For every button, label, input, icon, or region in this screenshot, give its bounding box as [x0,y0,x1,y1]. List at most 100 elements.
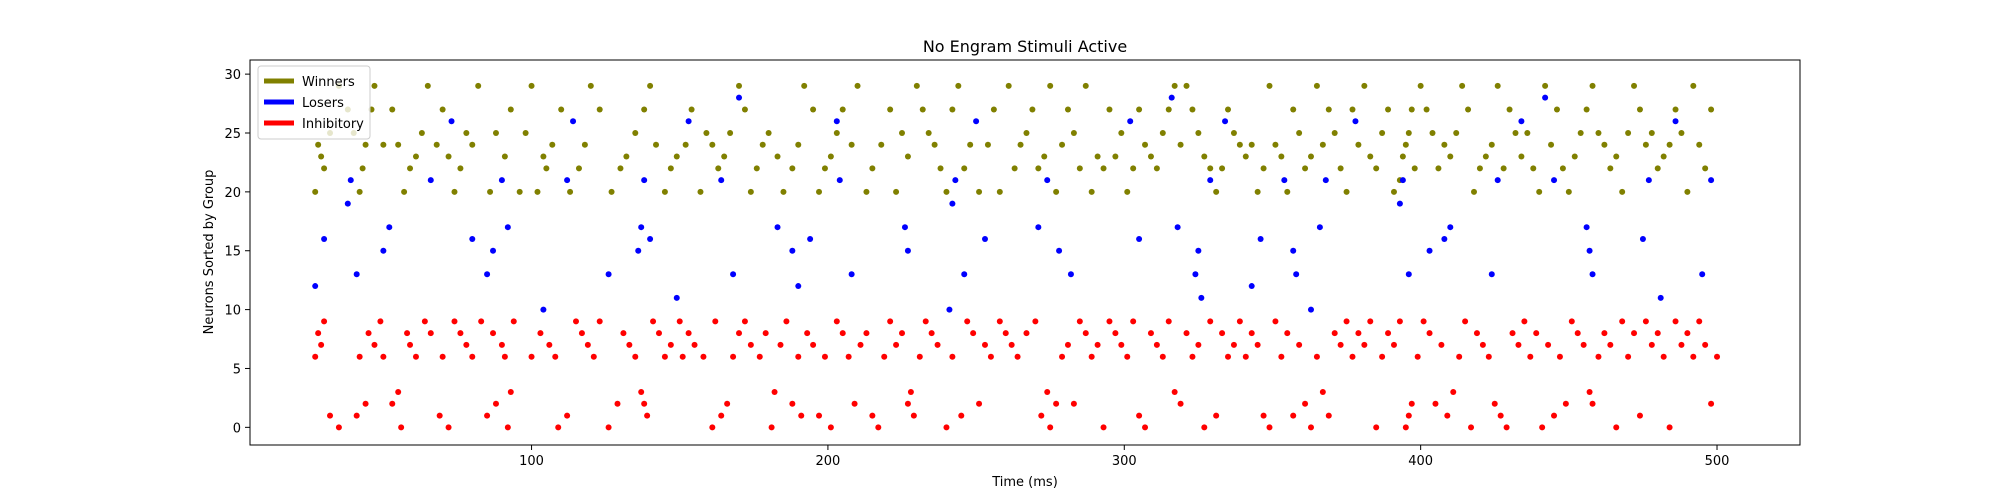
data-point-winners [439,106,446,113]
data-point-inhibitory [1444,412,1451,419]
data-point-inhibitory [1714,353,1721,360]
data-point-inhibitory [685,330,692,337]
data-point-winners [1124,188,1131,195]
data-point-inhibitory [789,400,796,407]
data-point-inhibitory [1568,318,1575,325]
data-point-winners [1313,82,1320,89]
data-point-winners [433,141,440,148]
data-point-inhibitory [1648,341,1655,348]
data-point-inhibitory [964,318,971,325]
data-point-winners [581,141,588,148]
data-point-inhibitory [1562,400,1569,407]
data-point-winners [1411,165,1418,172]
data-point-losers [1174,224,1181,231]
data-point-inhibitory [922,318,929,325]
data-point-inhibitory [389,400,396,407]
data-point-losers [312,283,319,290]
data-point-losers [504,224,511,231]
x-axis-label: Time (ms) [991,475,1058,490]
data-point-losers [1396,200,1403,207]
data-point-losers [774,224,781,231]
data-point-inhibitory [893,341,900,348]
y-tick-label: 5 [233,362,241,377]
data-point-inhibitory [1619,318,1626,325]
data-point-winners [516,188,523,195]
data-point-losers [736,94,743,101]
data-point-losers [1639,235,1646,242]
data-point-winners [1571,153,1578,160]
data-point-winners [1296,130,1303,136]
data-point-losers [795,283,802,290]
data-point-inhibitory [1343,318,1350,325]
data-point-winners [1017,141,1024,148]
data-point-inhibitory [1420,318,1427,325]
data-point-inhibitory [943,424,950,431]
data-point-winners [984,141,991,148]
data-point-inhibitory [709,424,716,431]
data-point-inhibitory [1636,412,1643,419]
data-point-winners [1029,106,1036,113]
data-point-inhibitory [857,341,864,348]
data-point-winners [321,165,328,172]
data-point-losers [1589,271,1596,278]
data-point-losers [981,235,988,242]
data-point-winners [1548,141,1555,148]
data-point-winners [721,153,728,160]
data-point-winners [1325,106,1332,113]
data-point-winners [1482,153,1489,160]
data-point-inhibitory [910,412,917,419]
data-point-losers [638,224,645,231]
data-point-winners [1512,130,1519,136]
data-point-inhibitory [1230,341,1237,348]
data-point-winners [623,153,630,160]
data-point-winners [1059,141,1066,148]
data-point-winners [1361,82,1368,89]
data-point-inhibitory [970,330,977,337]
data-point-inhibitory [949,353,956,360]
data-point-winners [1076,165,1083,172]
data-point-inhibitory [1690,353,1697,360]
data-point-inhibitory [1290,412,1297,419]
data-point-winners [931,141,938,148]
data-point-losers [1586,247,1593,254]
data-point-losers [605,271,612,278]
data-point-inhibitory [1038,412,1045,419]
data-point-inhibitory [1002,330,1009,337]
y-tick-label: 25 [224,127,241,142]
data-point-winners [1254,188,1261,195]
y-axis: 0 5 10 15 20 25 30 [224,68,250,436]
data-point-winners [424,82,431,89]
data-point-winners [741,106,748,113]
data-point-losers [961,271,968,278]
data-point-winners [1070,130,1077,136]
data-point-winners [1583,106,1590,113]
data-point-inhibitory [1070,400,1077,407]
data-point-winners [1435,165,1442,172]
data-point-winners [943,188,950,195]
data-point-winners [1118,130,1125,136]
data-point-winners [412,153,419,160]
data-point-winners [1702,165,1709,172]
data-point-inhibitory [377,318,384,325]
data-point-inhibitory [679,353,686,360]
data-point-inhibitory [1708,400,1715,407]
data-point-winners [528,82,535,89]
data-point-winners [1494,82,1501,89]
data-point-winners [1577,130,1584,136]
data-point-inhibitory [904,400,911,407]
data-point-inhibitory [863,330,870,337]
data-point-losers [1542,94,1549,101]
data-point-winners [1648,130,1655,136]
data-point-inhibitory [718,412,725,419]
data-point-inhibitory [404,330,411,337]
data-point-winners [617,165,624,172]
data-point-inhibitory [510,318,517,325]
data-point-inhibitory [1153,341,1160,348]
data-point-inhibitory [537,330,544,337]
data-point-inhibitory [1076,318,1083,325]
data-point-winners [647,82,654,89]
data-point-winners [1064,106,1071,113]
data-point-inhibitory [1225,353,1232,360]
data-point-winners [1399,153,1406,160]
